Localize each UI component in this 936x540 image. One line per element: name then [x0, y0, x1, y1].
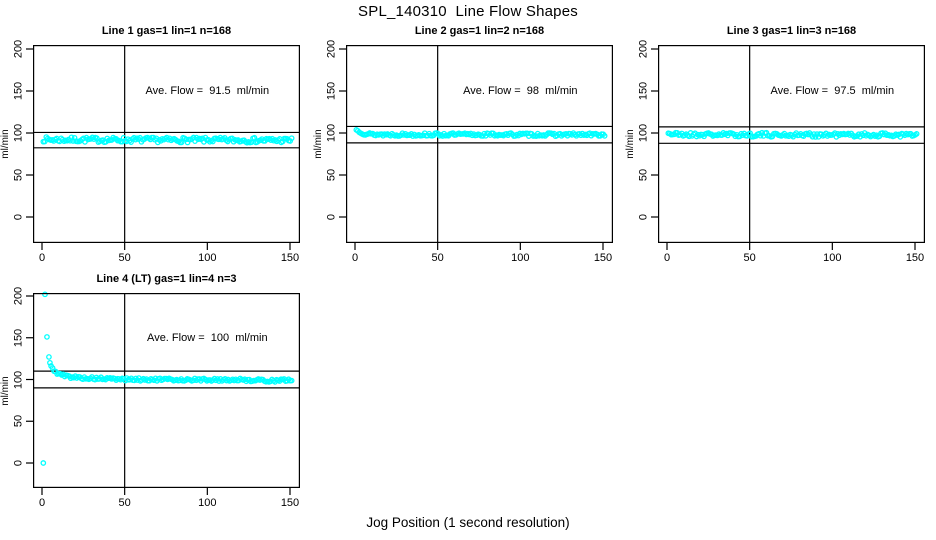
- panel-title: Line 1 gas=1 lin=1 n=168: [101, 25, 232, 37]
- ave-flow-annotation: Ave. Flow = 91.5 ml/min: [145, 85, 270, 97]
- axis-ticks: [26, 295, 291, 495]
- y-tick-label: 200: [637, 39, 650, 59]
- y-tick-label: 100: [325, 123, 338, 143]
- axis-ticks: [26, 48, 291, 250]
- x-tick-label: 0: [38, 252, 46, 264]
- plot-border: [658, 45, 925, 244]
- panel-line-4: Line 4 (LT) gas=1 lin=4 n=3 0 50 100 150 0 50 1…: [0, 273, 300, 509]
- x-tick-label: 50: [743, 252, 756, 264]
- data-points-layer: [353, 126, 608, 140]
- y-tick-label: 100: [12, 123, 25, 143]
- y-tick-label: 150: [12, 328, 25, 347]
- x-tick-label: 150: [280, 497, 300, 509]
- x-tick-label: 100: [198, 252, 217, 264]
- y-tick-label: 0: [325, 213, 338, 221]
- y-tick-label: 100: [12, 370, 25, 389]
- x-tick-label: 150: [280, 252, 300, 264]
- y-axis-unit-label: ml/min: [0, 129, 11, 159]
- plot-border: [346, 45, 613, 244]
- panel-title: Line 2 gas=1 lin=2 n=168: [414, 25, 545, 37]
- y-tick-label: 150: [12, 81, 25, 101]
- y-tick-label: 0: [637, 213, 650, 221]
- y-tick-label: 50: [637, 168, 650, 182]
- y-tick-label: 100: [637, 123, 650, 143]
- x-tick-label: 0: [38, 497, 46, 509]
- y-tick-label: 150: [325, 81, 338, 101]
- chart-canvas: [26, 291, 300, 495]
- figure-title: SPL_140310 Line Flow Shapes: [358, 3, 578, 20]
- plot-border: [33, 293, 300, 489]
- y-axis-unit-label: ml/min: [313, 129, 324, 159]
- axis-ticks: [651, 48, 916, 250]
- panel-title: Line 4 (LT) gas=1 lin=4 n=3: [96, 273, 237, 285]
- y-tick-label: 0: [12, 459, 25, 467]
- x-tick-label: 150: [905, 252, 925, 264]
- y-tick-label: 50: [325, 168, 338, 182]
- y-tick-label: 0: [12, 213, 25, 221]
- ave-flow-annotation: Ave. Flow = 97.5 ml/min: [770, 85, 895, 97]
- y-tick-label: 50: [12, 415, 25, 428]
- data-points-layer: [40, 134, 295, 146]
- x-tick-label: 50: [431, 252, 444, 264]
- x-tick-label: 150: [593, 252, 613, 264]
- panel-line-3: Line 3 gas=1 lin=3 n=168 0 50 100 150 0 50 100 1…: [625, 25, 925, 264]
- chart-canvas: [339, 45, 613, 250]
- panel-line-2: Line 2 gas=1 lin=2 n=168 0 50 100 150 0 50 100 1…: [313, 25, 613, 264]
- y-tick-label: 200: [325, 39, 338, 59]
- ave-flow-annotation: Ave. Flow = 98 ml/min: [463, 85, 578, 97]
- chart-canvas: [651, 45, 925, 250]
- x-tick-label: 100: [511, 252, 530, 264]
- x-tick-label: 100: [823, 252, 842, 264]
- y-tick-label: 200: [12, 39, 25, 59]
- data-points-layer: [40, 291, 295, 466]
- panel-line-1: Line 1 gas=1 lin=1 n=168 0 50 100 150 0 50 100 1…: [0, 25, 300, 264]
- panel-title: Line 3 gas=1 lin=3 n=168: [726, 25, 857, 37]
- y-tick-label: 50: [12, 168, 25, 182]
- x-tick-label: 0: [663, 252, 671, 264]
- ave-flow-annotation: Ave. Flow = 100 ml/min: [147, 331, 268, 344]
- chart-canvas: [26, 45, 300, 250]
- x-tick-label: 0: [351, 252, 359, 264]
- y-tick-label: 150: [637, 81, 650, 101]
- y-axis-unit-label: ml/min: [625, 129, 636, 159]
- axis-ticks: [339, 48, 604, 250]
- data-points-layer: [665, 129, 920, 140]
- plot-border: [33, 45, 300, 244]
- x-tick-label: 50: [118, 497, 131, 509]
- y-tick-label: 200: [12, 286, 25, 306]
- x-tick-label: 100: [198, 497, 217, 509]
- x-tick-label: 50: [118, 252, 131, 264]
- y-axis-unit-label: ml/min: [0, 375, 11, 406]
- x-axis-label: Jog Position (1 second resolution): [366, 515, 570, 530]
